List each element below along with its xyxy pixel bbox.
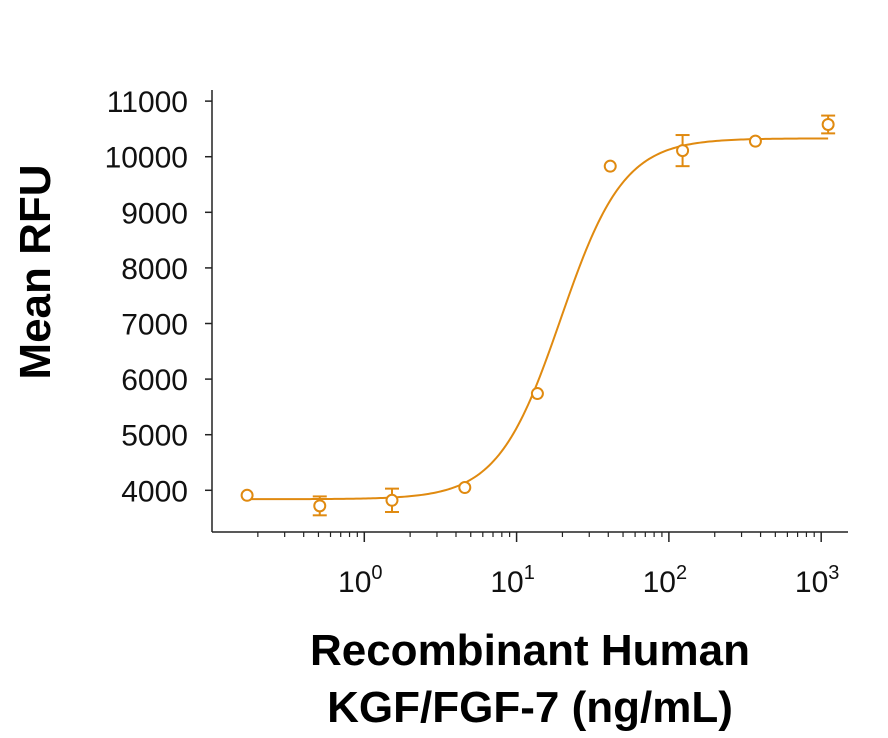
x-axis-title-line-2: KGF/FGF-7 (ng/mL) (327, 683, 733, 732)
y-tick-label: 5000 (121, 420, 188, 453)
data-point (530, 387, 544, 401)
y-tick-label: 4000 (121, 475, 188, 508)
data-point (603, 159, 617, 173)
fit-curve-layer (247, 137, 829, 501)
data-point (676, 144, 690, 158)
data-point (313, 499, 327, 513)
y-axis: 4000 5000 6000 7000 8000 9000 10000 11000 (105, 86, 213, 532)
y-tick-label: 10000 (105, 142, 188, 175)
y-tick-label: 8000 (121, 253, 188, 286)
x-axis-title-line-1: Recombinant Human (310, 626, 750, 675)
x-tick-label: 101 (490, 562, 535, 599)
y-axis-title: Mean RFU (11, 164, 60, 379)
data-point (240, 488, 254, 502)
data-points-layer (240, 114, 836, 517)
y-tick-label: 6000 (121, 364, 188, 397)
x-tick-label: 102 (643, 562, 688, 599)
y-tick-label: 7000 (121, 309, 188, 342)
x-tick-label: 100 (338, 562, 383, 599)
x-tick-label: 103 (795, 562, 840, 599)
data-point (821, 117, 835, 131)
y-tick-label: 9000 (121, 197, 188, 230)
data-point (385, 493, 399, 507)
data-point (748, 134, 762, 148)
data-point (458, 481, 472, 495)
fit-curve (247, 137, 829, 501)
y-tick-label: 11000 (107, 86, 188, 119)
x-axis: 100 101 102 103 (212, 531, 848, 599)
